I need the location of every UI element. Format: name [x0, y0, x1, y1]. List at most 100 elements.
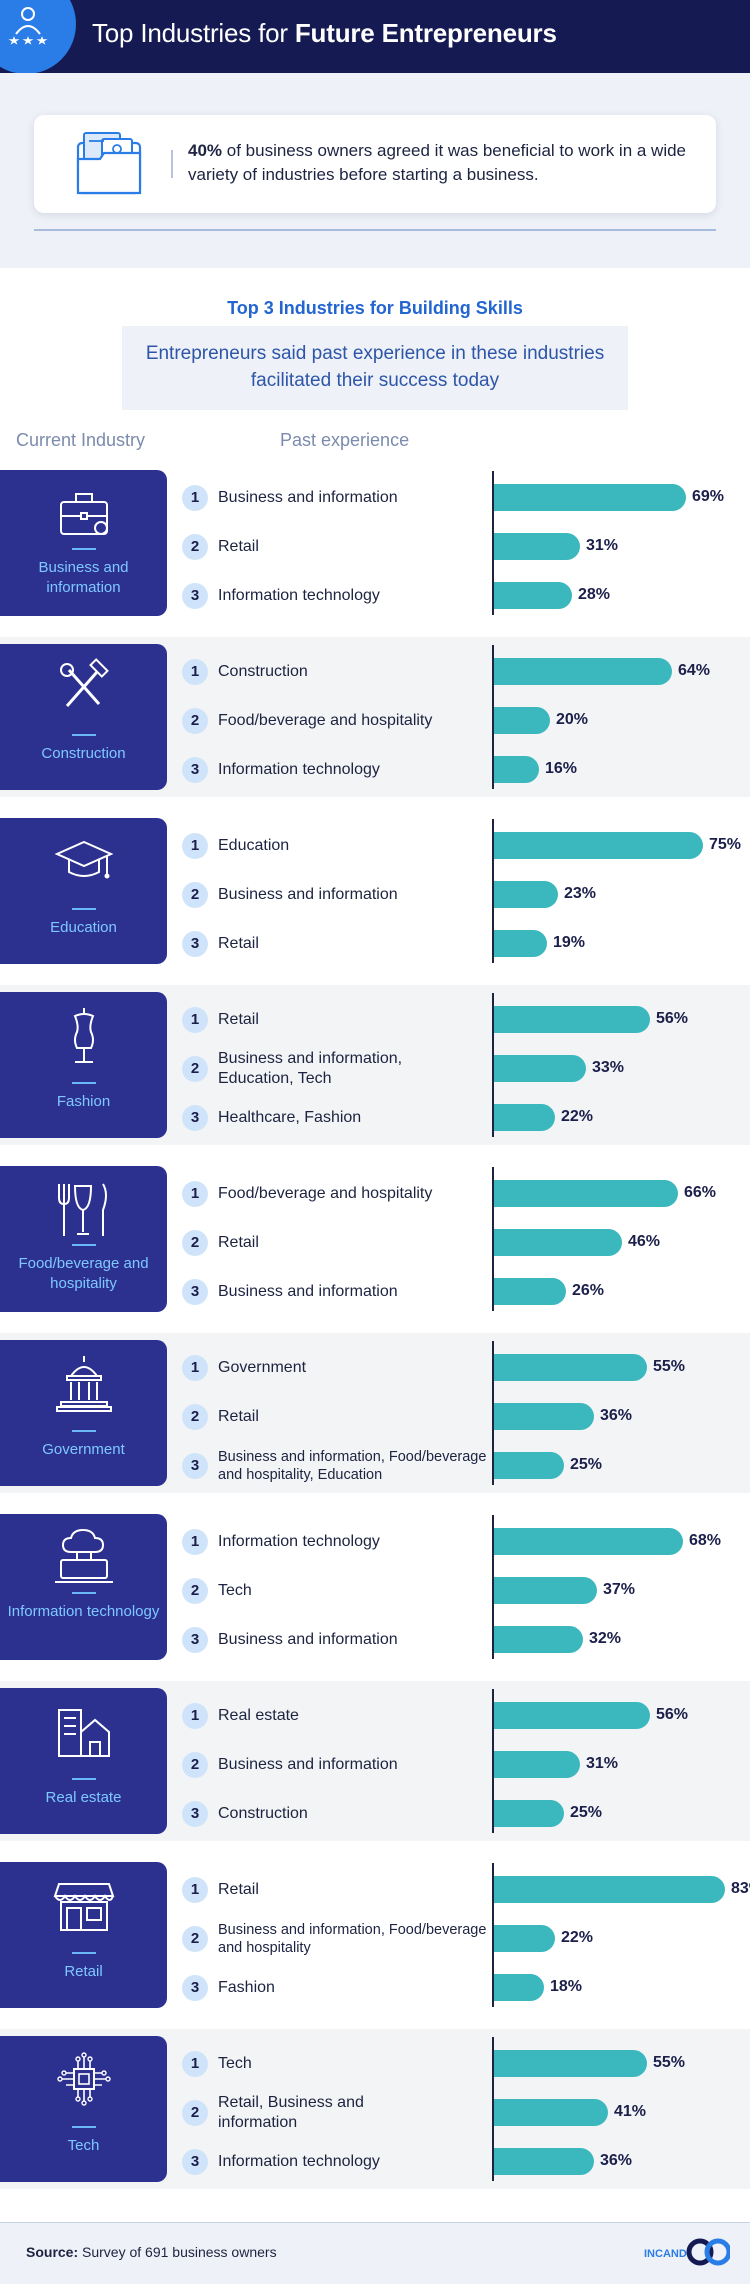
past-experience-label: Construction	[218, 1805, 308, 1822]
rank-badge: 1	[182, 833, 208, 859]
value-bar	[494, 2148, 594, 2175]
value-label: 33%	[592, 1059, 625, 1076]
past-experience-label: Retail, Business and information	[218, 2094, 364, 2131]
card-divider	[72, 734, 96, 736]
footer	[0, 2222, 750, 2284]
past-experience-header: Past experience	[280, 430, 410, 450]
value-bar	[494, 1180, 678, 1207]
buildings-icon	[53, 1702, 115, 1760]
industry-card: Fashion	[0, 992, 167, 1138]
storefront-icon	[53, 1876, 115, 1934]
rank-badge: 3	[182, 931, 208, 957]
bar-axis	[492, 471, 494, 615]
rank-badge: 1	[182, 1181, 208, 1207]
cloud-laptop-icon	[53, 1528, 115, 1586]
value-label: 64%	[678, 662, 711, 679]
section-title: Top 3 Industries for Building Skills	[227, 298, 523, 318]
value-bar	[494, 881, 558, 908]
value-label: 19%	[553, 934, 586, 951]
rank-badge: 3	[182, 1453, 208, 1479]
bar-axis	[492, 2037, 494, 2181]
past-experience-label: Government	[218, 1359, 307, 1376]
value-label: 66%	[684, 1184, 717, 1201]
bar-axis	[492, 819, 494, 963]
mannequin-icon	[53, 1006, 115, 1064]
industry-card: Food/beverage and hospitality	[0, 1166, 167, 1312]
value-bar	[494, 707, 550, 734]
briefcase-icon	[53, 484, 115, 542]
value-label: 23%	[564, 885, 597, 902]
value-bar	[494, 484, 686, 511]
value-label: 36%	[600, 2152, 633, 2169]
value-bar	[494, 2050, 647, 2077]
value-bar	[494, 1528, 683, 1555]
past-experience-label: Food/beverage and hospitality	[218, 1185, 433, 1202]
past-experience-label: Business and information	[218, 886, 398, 903]
intro-divider	[34, 229, 716, 231]
value-bar	[494, 533, 580, 560]
folder-documents-icon	[76, 132, 142, 195]
rank-badge: 1	[182, 1355, 208, 1381]
value-label: 55%	[653, 1358, 686, 1375]
past-experience-label: Business and information	[218, 1631, 398, 1648]
page-title: Top Industries for Future Entrepreneurs	[92, 18, 557, 48]
value-bar	[494, 1577, 597, 1604]
card-divider	[72, 1592, 96, 1594]
value-bar	[494, 2099, 608, 2126]
past-experience-label: Tech	[218, 1582, 252, 1599]
rank-badge: 1	[182, 1703, 208, 1729]
value-label: 55%	[653, 2054, 686, 2071]
industry-label: Education	[50, 919, 117, 936]
entrepreneur-logo	[0, 0, 76, 74]
value-label: 36%	[600, 1407, 633, 1424]
value-label: 18%	[550, 1978, 583, 1995]
past-experience-label: Construction	[218, 663, 308, 680]
industry-label: Real estate	[45, 1789, 122, 1806]
bar-axis	[492, 1341, 494, 1485]
value-bar	[494, 1925, 555, 1952]
past-experience-label: Information technology	[218, 2153, 380, 2170]
rank-badge: 1	[182, 1877, 208, 1903]
past-experience-label: Healthcare, Fashion	[218, 1109, 362, 1126]
value-label: 31%	[586, 537, 619, 554]
bar-axis	[492, 1515, 494, 1659]
tools-icon	[53, 658, 115, 716]
past-experience-label: Retail	[218, 935, 259, 952]
past-experience-label: Education	[218, 837, 290, 854]
card-divider	[72, 1430, 96, 1432]
value-label: 75%	[709, 836, 742, 853]
past-experience-label: Retail	[218, 1881, 259, 1898]
section-subheading: Entrepreneurs said past experience in th…	[145, 343, 605, 391]
value-bar	[494, 658, 672, 685]
rank-badge: 1	[182, 1529, 208, 1555]
value-bar	[494, 930, 547, 957]
value-bar	[494, 1751, 580, 1778]
rank-badge: 2	[182, 534, 208, 560]
card-divider	[72, 908, 96, 910]
past-experience-label: Fashion	[218, 1979, 275, 1996]
card-divider	[72, 2126, 96, 2128]
past-experience-label: Retail	[218, 1234, 259, 1251]
past-experience-label: Information technology	[218, 761, 380, 778]
rank-badge: 2	[182, 1056, 208, 1082]
value-label: 25%	[570, 1456, 603, 1473]
value-bar	[494, 1702, 650, 1729]
rank-badge: 2	[182, 882, 208, 908]
industry-card: Real estate	[0, 1688, 167, 1834]
rank-badge: 3	[182, 583, 208, 609]
card-divider	[72, 1778, 96, 1780]
value-bar	[494, 1626, 583, 1653]
value-bar	[494, 1278, 566, 1305]
person-stars-icon	[8, 7, 48, 45]
value-label: 25%	[570, 1804, 603, 1821]
value-bar	[494, 1229, 622, 1256]
past-experience-label: Business and information, Education, Tec…	[218, 1050, 403, 1087]
past-experience-label: Business and information, Food/beverage …	[218, 1449, 487, 1483]
rank-badge: 3	[182, 1105, 208, 1131]
past-experience-label: Business and information	[218, 489, 398, 506]
footer-divider	[0, 2222, 750, 2223]
industry-card: Government	[0, 1340, 167, 1486]
bar-axis	[492, 1689, 494, 1833]
past-experience-label: Food/beverage and hospitality	[218, 712, 433, 729]
chip-icon	[53, 2050, 115, 2108]
